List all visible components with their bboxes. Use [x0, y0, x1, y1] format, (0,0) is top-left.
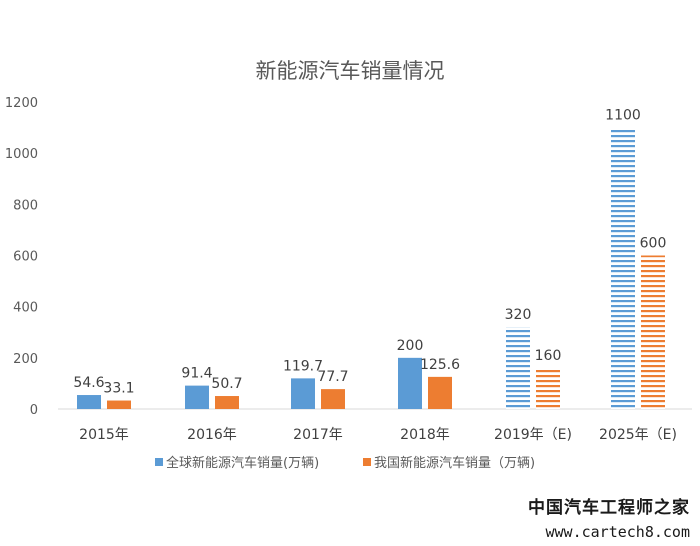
watermark-title: 中国汽车工程师之家: [528, 497, 690, 518]
data-label-global-1: 91.4: [181, 366, 212, 382]
data-label-global-0: 54.6: [73, 375, 104, 391]
data-label-china-0: 33.1: [103, 381, 134, 397]
y-tick-label: 1200: [5, 96, 38, 111]
data-label-global-3: 200: [397, 338, 424, 354]
y-tick-label: 600: [13, 250, 38, 265]
bar-global-0: [77, 395, 101, 409]
bar-global-3: [398, 357, 422, 409]
y-tick-label: 200: [13, 352, 38, 367]
watermark: 中国汽车工程师之家 www.cartech8.com: [528, 497, 690, 541]
bar-china-4: [536, 368, 560, 409]
legend-swatch-global: [155, 458, 163, 466]
legend-label-china: 我国新能源汽车销量（万辆): [374, 455, 535, 471]
bar-china-1: [215, 396, 239, 409]
bar-china-3: [428, 376, 452, 409]
bar-global-4: [506, 327, 530, 409]
x-category-label: 2016年: [187, 427, 237, 443]
bar-global-2: [291, 378, 315, 409]
x-axis: 2015年 2016年 2017年 2018年 2019年（E) 2025年（E): [79, 427, 677, 443]
x-category-label: 2017年: [293, 427, 343, 443]
bar-global-5: [611, 127, 635, 409]
chart-title: 新能源汽车销量情况: [256, 59, 445, 83]
data-label-china-5: 600: [640, 236, 667, 252]
data-label-china-2: 77.7: [317, 369, 348, 385]
watermark-url: www.cartech8.com: [546, 523, 691, 541]
x-category-label: 2025年（E): [599, 427, 677, 443]
y-tick-label: 400: [13, 301, 38, 316]
legend: 全球新能源汽车销量(万辆) 我国新能源汽车销量（万辆): [155, 455, 535, 471]
bars: 54.633.1 91.450.7 119.777.7 200 125.6 320 160 1…: [73, 108, 666, 409]
x-category-label: 2019年（E): [494, 427, 572, 443]
bar-china-0: [107, 400, 131, 409]
data-label-global-5: 1100: [605, 108, 641, 124]
data-label-china-4: 160: [535, 348, 562, 364]
y-axis: 0 200 400 600 800 1000 1200: [5, 96, 38, 418]
data-label-global-2: 119.7: [283, 358, 323, 374]
bar-china-5: [641, 255, 665, 409]
x-category-label: 2015年: [79, 427, 129, 443]
bar-china-2: [321, 389, 345, 409]
y-tick-label: 1000: [5, 147, 38, 162]
y-tick-label: 0: [30, 403, 38, 418]
bar-global-1: [185, 385, 209, 409]
x-category-label: 2018年: [400, 427, 450, 443]
data-label-global-4: 320: [505, 307, 532, 323]
y-tick-label: 800: [13, 198, 38, 213]
data-label-china-1: 50.7: [211, 376, 242, 392]
data-label-china-3: 125.6: [420, 357, 460, 373]
legend-swatch-china: [363, 458, 371, 466]
legend-label-global: 全球新能源汽车销量(万辆): [166, 455, 319, 471]
